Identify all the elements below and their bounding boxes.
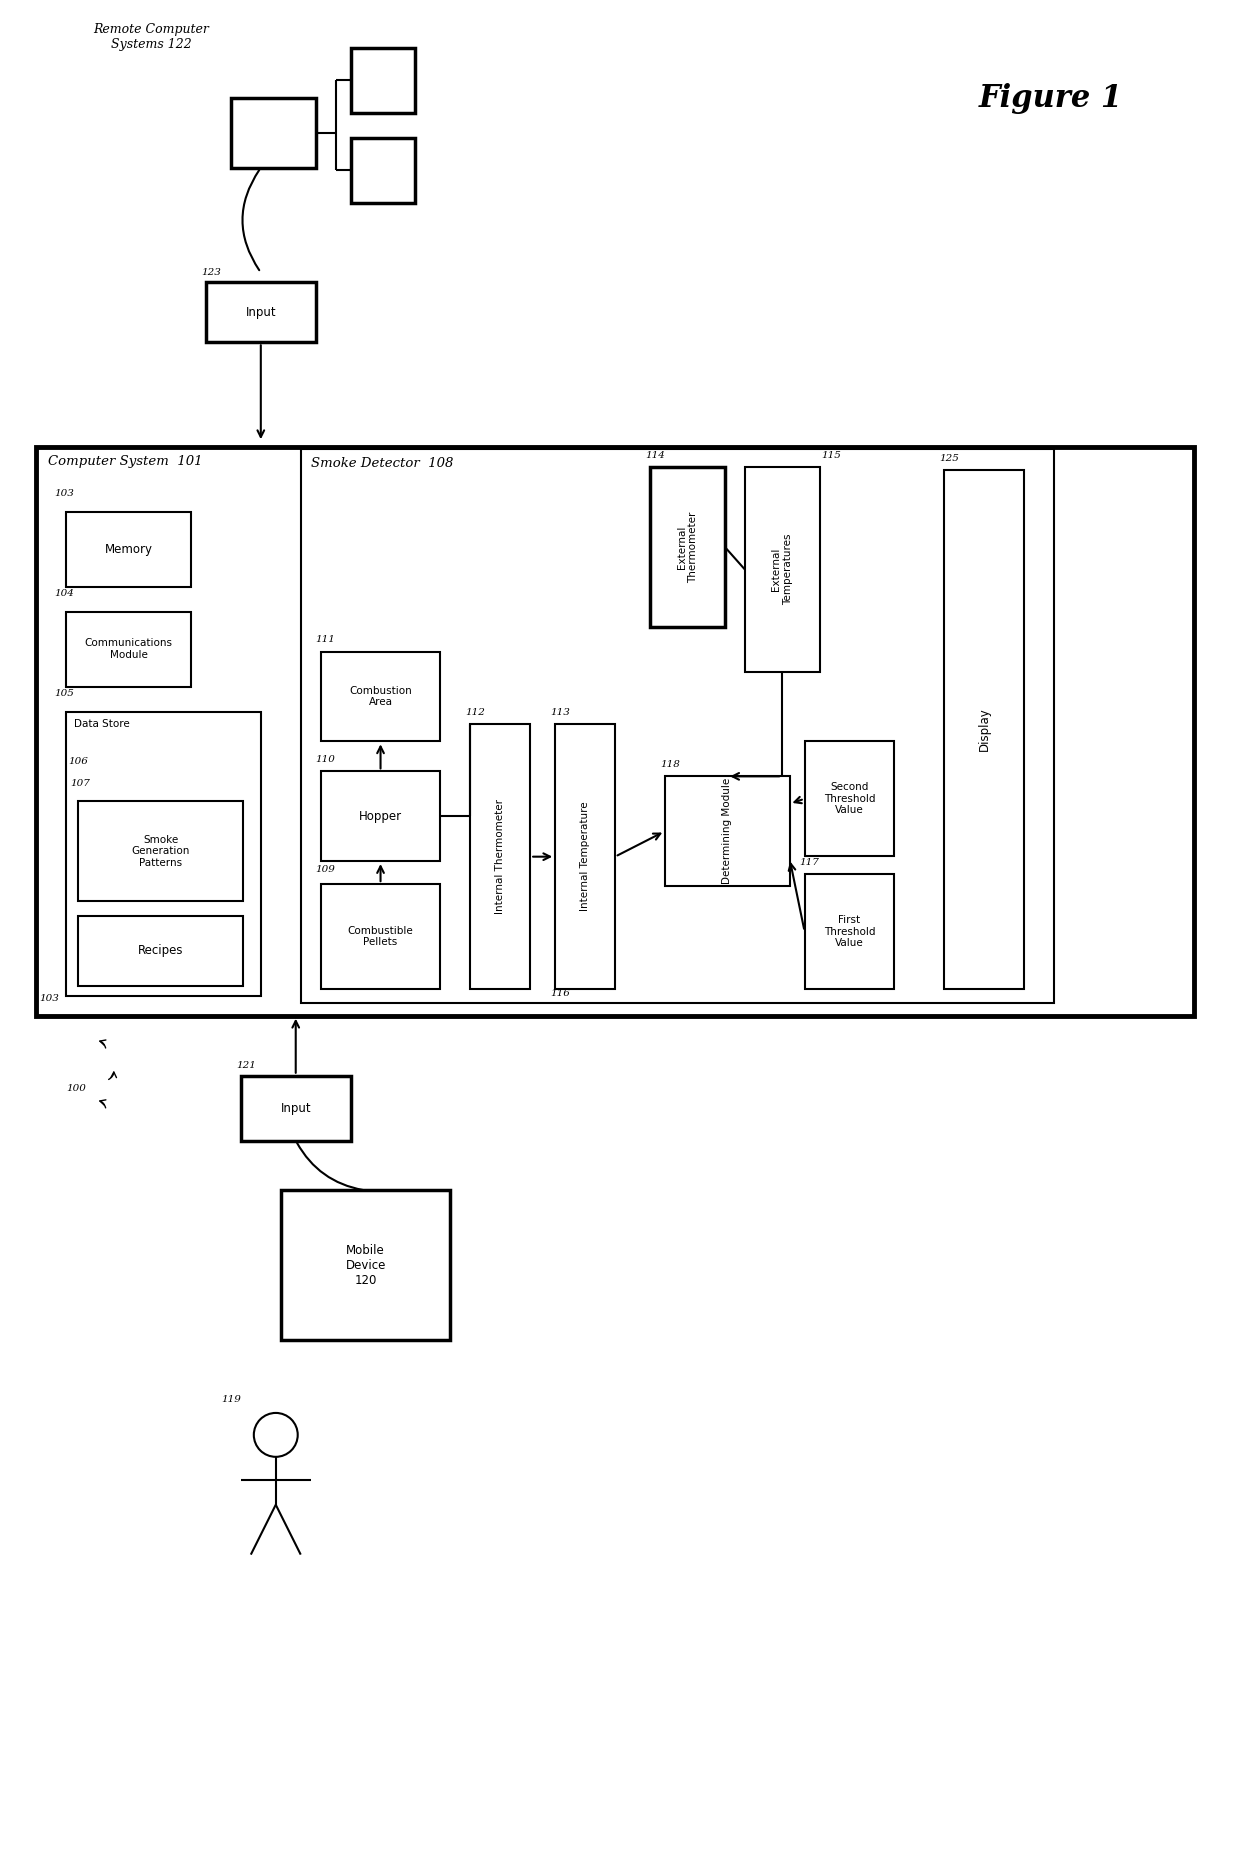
Bar (321, 771, 440, 861)
Text: Second
Threshold
Value: Second Threshold Value (823, 782, 875, 816)
Text: Display: Display (977, 707, 991, 752)
Text: Figure 1: Figure 1 (980, 82, 1123, 114)
Bar (231, 97, 316, 168)
Text: Combustion
Area: Combustion Area (350, 687, 412, 707)
Bar (66, 711, 260, 995)
Text: 112: 112 (465, 707, 485, 717)
Text: Input: Input (280, 1102, 311, 1115)
Text: 113: 113 (551, 707, 570, 717)
Text: 109: 109 (316, 864, 336, 874)
Text: External
Thermometer: External Thermometer (677, 511, 698, 582)
Text: 125: 125 (939, 453, 960, 462)
Text: Communications
Module: Communications Module (84, 638, 172, 660)
Text: Internal Temperature: Internal Temperature (580, 803, 590, 911)
Bar (805, 874, 894, 990)
Bar (36, 447, 1194, 1016)
Text: Memory: Memory (104, 543, 153, 556)
Bar (650, 468, 724, 627)
Bar (470, 724, 531, 990)
Text: 119: 119 (221, 1396, 241, 1405)
Text: 116: 116 (551, 990, 570, 999)
Text: Computer System  101: Computer System 101 (48, 455, 203, 468)
Bar (78, 801, 243, 902)
Text: 111: 111 (316, 634, 336, 644)
Text: Determining Module: Determining Module (722, 778, 733, 885)
Bar (206, 283, 316, 342)
Text: 100: 100 (66, 1083, 86, 1093)
Text: 123: 123 (201, 268, 221, 277)
Bar (280, 1190, 450, 1340)
Text: Hopper: Hopper (358, 810, 402, 823)
Text: 114: 114 (645, 451, 665, 460)
Text: 121: 121 (236, 1061, 255, 1070)
Bar (745, 468, 820, 672)
Text: 103: 103 (55, 490, 74, 498)
Text: Mobile
Device
120: Mobile Device 120 (346, 1244, 386, 1287)
Text: Recipes: Recipes (138, 945, 184, 958)
Text: Combustible
Pellets: Combustible Pellets (347, 926, 413, 947)
Text: 117: 117 (800, 857, 820, 866)
Bar (241, 1076, 351, 1141)
Text: External
Temperatures: External Temperatures (771, 533, 792, 604)
Bar (665, 776, 790, 887)
Text: 105: 105 (55, 689, 74, 698)
Bar (66, 612, 191, 687)
Text: Internal Thermometer: Internal Thermometer (495, 799, 505, 915)
Bar (556, 724, 615, 990)
Bar (66, 513, 191, 587)
Text: 118: 118 (660, 760, 680, 769)
Text: 110: 110 (316, 754, 336, 763)
Text: 106: 106 (68, 758, 88, 765)
Text: Smoke Detector  108: Smoke Detector 108 (311, 457, 453, 470)
Text: Data Store: Data Store (74, 720, 130, 730)
Text: Smoke
Generation
Patterns: Smoke Generation Patterns (131, 834, 190, 868)
Text: 107: 107 (71, 778, 91, 788)
Bar (321, 885, 440, 990)
Bar (351, 138, 415, 202)
Text: Remote Computer
Systems 122: Remote Computer Systems 122 (93, 22, 210, 51)
Text: 104: 104 (55, 589, 74, 599)
Text: First
Threshold
Value: First Threshold Value (823, 915, 875, 949)
Bar (351, 49, 415, 112)
Bar (78, 917, 243, 986)
Bar (805, 741, 894, 857)
Bar (321, 651, 440, 741)
Text: Input: Input (246, 305, 277, 318)
Text: 115: 115 (822, 451, 842, 460)
Bar (945, 470, 1024, 990)
Text: 103: 103 (40, 994, 60, 1003)
Bar (301, 449, 1054, 1003)
